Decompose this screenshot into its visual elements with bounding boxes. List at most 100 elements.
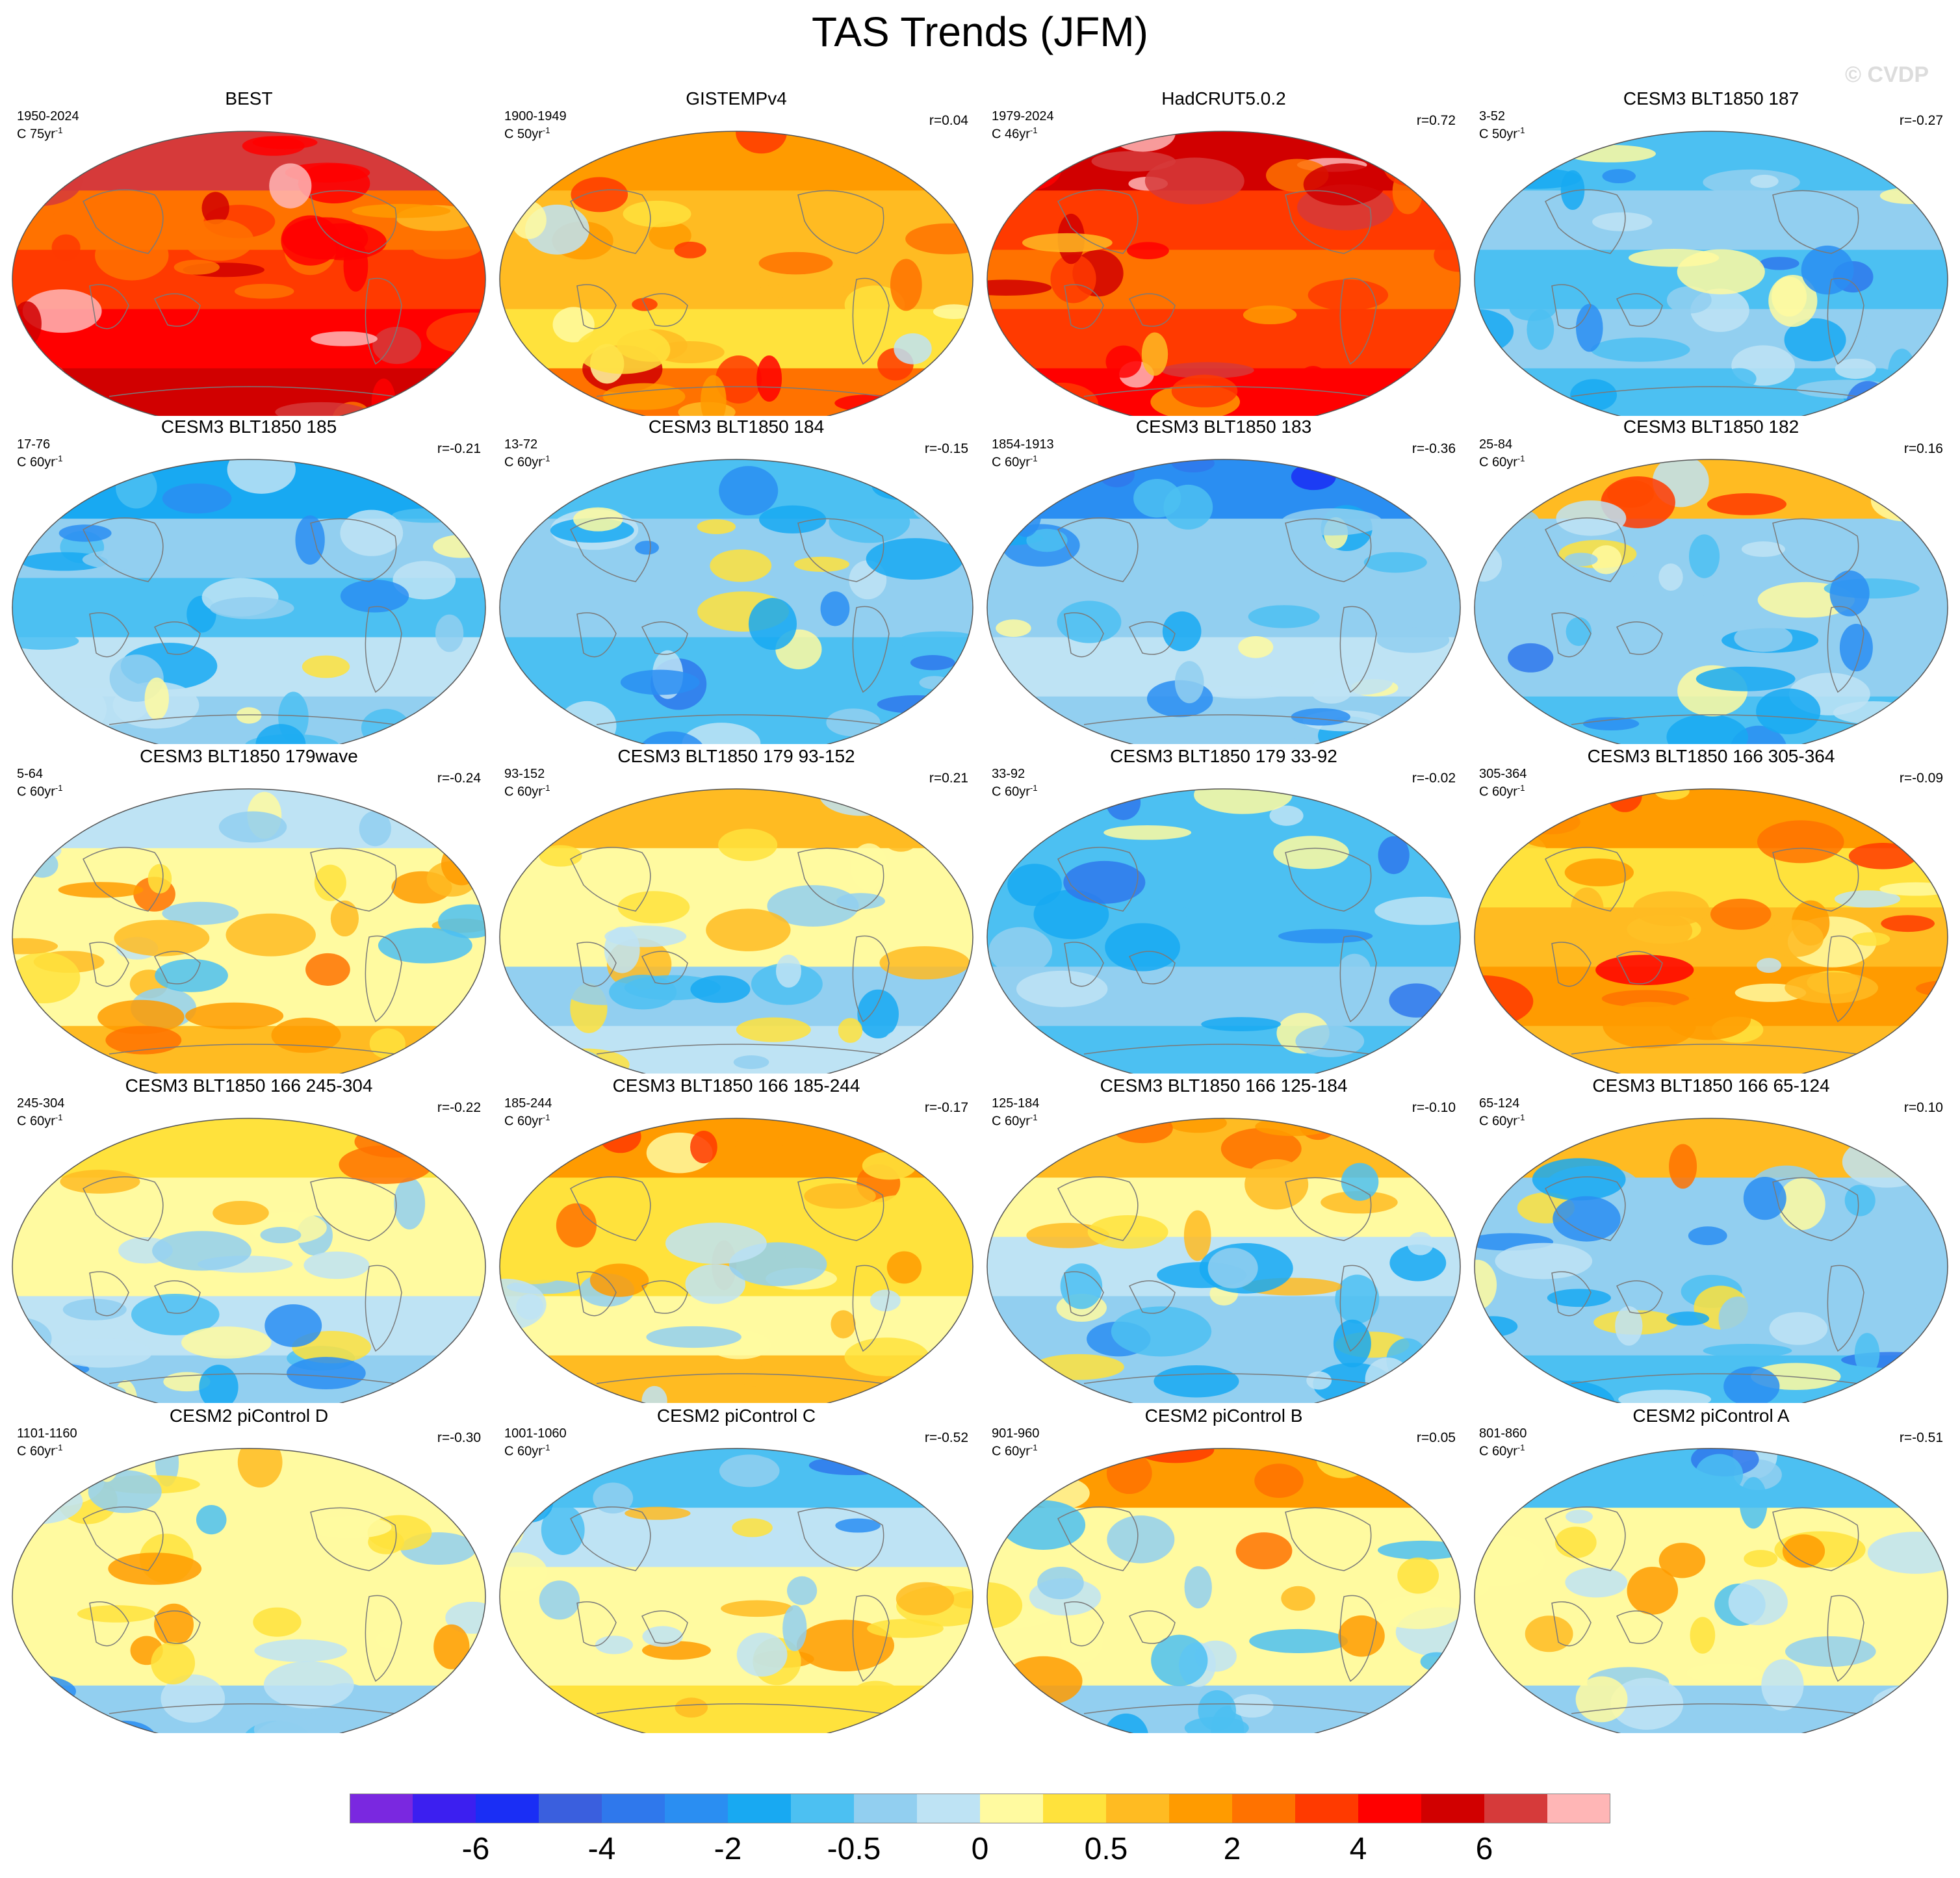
- panel-years: 93-152 C 60yr-1: [504, 767, 550, 799]
- panel-years: 33-92 C 60yr-1: [992, 767, 1037, 799]
- panel-years: 1101-1160 C 60yr-1: [17, 1426, 77, 1459]
- trend-anomaly: [1508, 643, 1554, 673]
- trend-anomaly: [1690, 1617, 1716, 1654]
- trend-anomaly: [748, 598, 797, 650]
- panel-units: C 60yr-1: [992, 1441, 1039, 1459]
- coastline: [1057, 189, 1139, 254]
- map-panel: CESM3 BLT1850 183 1854-1913 C 60yr-1 r=-0.3…: [980, 417, 1467, 744]
- coastline: [1545, 189, 1626, 254]
- panel-units: C 50yr-1: [504, 123, 567, 142]
- trend-anomaly: [55, 1338, 152, 1368]
- coastline: [852, 606, 890, 693]
- map-svg: [499, 1448, 974, 1733]
- trend-anomaly: [234, 283, 294, 299]
- coastline: [1057, 847, 1139, 912]
- coastline: [641, 1610, 688, 1644]
- trend-anomaly: [1230, 1693, 1274, 1718]
- panel-title: CESM3 BLT1850 166 185-244: [612, 1075, 860, 1096]
- panel-years: 1979-2024 C 46yr-1: [992, 109, 1054, 142]
- panel-units-exponent: -1: [1517, 454, 1525, 463]
- trend-anomaly: [1269, 805, 1304, 826]
- panel-years: 1854-1913 C 60yr-1: [992, 437, 1054, 470]
- trend-anomaly: [1546, 459, 1603, 471]
- trend-anomaly: [857, 989, 899, 1039]
- trend-anomaly: [343, 240, 368, 292]
- trend-anomaly: [1026, 528, 1068, 552]
- trend-anomaly: [641, 1385, 667, 1403]
- map-outline: [12, 788, 486, 1074]
- coastline: [310, 847, 397, 912]
- trend-anomaly: [1141, 332, 1168, 376]
- colorbar-swatch: [791, 1794, 855, 1823]
- trend-anomaly: [1001, 1500, 1086, 1550]
- panel-units-exponent: -1: [55, 783, 63, 793]
- trend-anomaly: [32, 364, 66, 389]
- map-outline: [12, 1448, 486, 1733]
- trend-anomaly: [603, 789, 677, 808]
- coastline: [153, 951, 201, 984]
- trend-anomaly: [1491, 168, 1581, 189]
- map-outline: [986, 788, 1461, 1074]
- trend-anomaly: [269, 163, 312, 209]
- trend-anomaly: [286, 1357, 366, 1389]
- coastline: [1339, 277, 1377, 365]
- trend-anomaly: [242, 136, 305, 156]
- colorbar-swatch: [1295, 1794, 1359, 1823]
- trend-anomaly: [1363, 552, 1427, 573]
- trend-anomaly: [1161, 362, 1254, 379]
- panel-correlation: r=-0.09: [1899, 771, 1943, 786]
- coastline: [109, 1703, 396, 1714]
- trend-anomaly: [260, 1227, 302, 1244]
- panel-title: CESM3 BLT1850 179wave: [140, 746, 358, 766]
- trend-anomaly: [589, 1263, 649, 1297]
- trend-band: [987, 309, 1460, 369]
- trend-anomaly: [1004, 1656, 1083, 1706]
- trend-anomaly: [690, 975, 751, 1003]
- panel-title: CESM3 BLT1850 179 33-92: [1110, 746, 1337, 766]
- trend-anomaly: [674, 241, 706, 259]
- trend-anomaly: [1382, 139, 1435, 187]
- panel-units-exponent: -1: [1029, 783, 1038, 793]
- trend-anomaly: [831, 1310, 856, 1339]
- trend-anomaly: [302, 655, 350, 678]
- trend-anomaly: [412, 236, 482, 259]
- map-svg: [12, 459, 486, 744]
- trend-anomaly: [782, 1605, 807, 1651]
- trend-anomaly: [880, 1118, 943, 1138]
- trend-anomaly: [1564, 858, 1634, 887]
- trend-anomaly: [1633, 891, 1709, 927]
- trend-anomaly: [354, 1126, 433, 1158]
- trend-anomaly: [1392, 168, 1423, 214]
- trend-anomaly: [1154, 1365, 1239, 1398]
- trend-anomaly: [1316, 1448, 1371, 1478]
- panel-units: C 60yr-1: [1479, 452, 1525, 470]
- coastline: [1339, 1265, 1377, 1352]
- trend-anomaly: [237, 1448, 283, 1488]
- trend-anomaly: [1510, 795, 1584, 848]
- coastline: [797, 518, 884, 582]
- coastline: [576, 284, 617, 329]
- trend-anomaly: [1009, 489, 1042, 537]
- trend-anomaly: [1332, 666, 1393, 695]
- panel-correlation: r=0.04: [929, 113, 968, 128]
- colorbar-swatch: [728, 1794, 792, 1823]
- chart-title: TAS Trends (JFM): [812, 8, 1148, 55]
- coastline: [1128, 951, 1176, 984]
- trend-anomaly: [12, 952, 81, 1004]
- trend-anomaly: [445, 1601, 485, 1634]
- trend-anomaly: [1610, 1677, 1684, 1730]
- trend-anomaly: [1688, 1226, 1727, 1246]
- panel-units-text: C 60yr: [17, 784, 55, 799]
- trend-anomaly: [504, 1723, 583, 1733]
- trend-anomaly: [1303, 163, 1386, 206]
- panel-units-text: C 60yr: [504, 784, 543, 799]
- panel-correlation: r=-0.17: [924, 1100, 968, 1115]
- panel-years: 25-84 C 60yr-1: [1479, 437, 1525, 470]
- trend-anomaly: [1105, 345, 1142, 378]
- panel-correlation: r=-0.30: [437, 1430, 481, 1445]
- trend-anomaly: [759, 505, 827, 534]
- map-svg: [986, 459, 1461, 744]
- map-panel: CESM3 BLT1850 179 33-92 33-92 C 60yr-1 r=-0…: [980, 746, 1467, 1074]
- trend-anomaly: [886, 1027, 943, 1049]
- coastline: [1616, 293, 1663, 327]
